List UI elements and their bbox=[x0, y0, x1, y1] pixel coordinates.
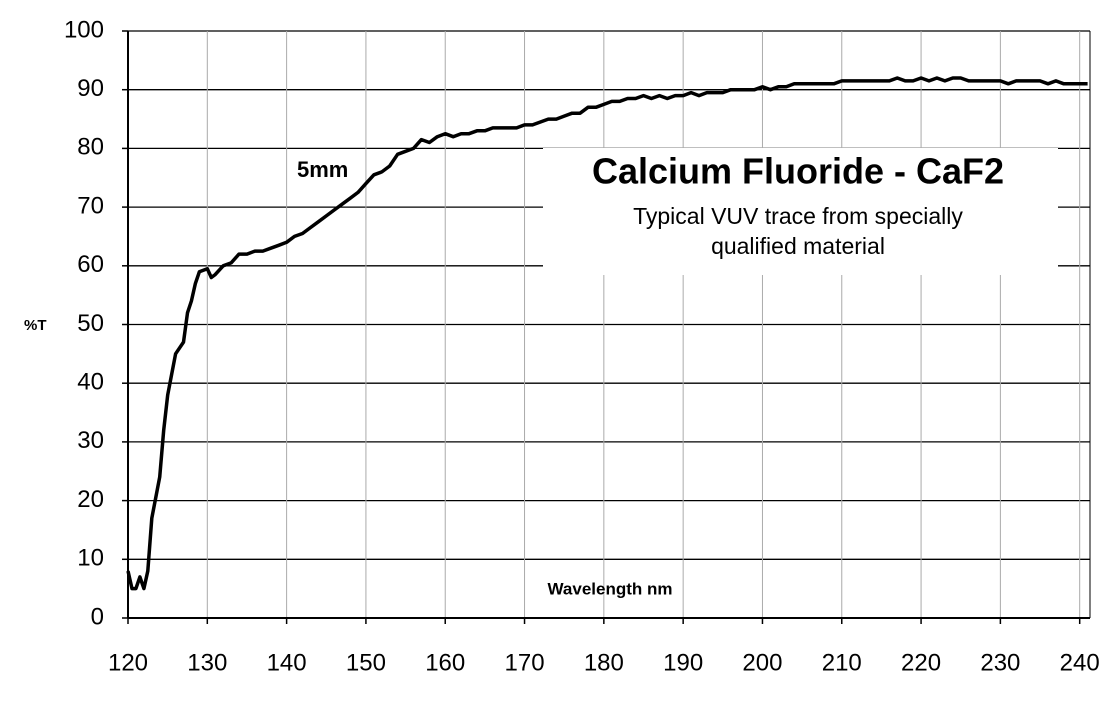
x-tick-label: 220 bbox=[901, 649, 941, 676]
x-tick-label: 230 bbox=[980, 649, 1020, 676]
x-tick-label: 160 bbox=[425, 649, 465, 676]
x-axis-label: Wavelength nm bbox=[548, 579, 673, 598]
y-tick-label: 30 bbox=[77, 427, 104, 454]
y-tick-label: 50 bbox=[77, 310, 104, 337]
data-line bbox=[126, 76, 1088, 591]
subtitle-line: qualified material bbox=[711, 233, 885, 259]
subtitle-line: Typical VUV trace from specially bbox=[633, 203, 963, 229]
x-tick-label: 240 bbox=[1060, 649, 1100, 676]
y-tick-label: 90 bbox=[77, 75, 104, 102]
y-tick-label: 10 bbox=[77, 545, 104, 572]
chart-title: Calcium Fluoride - CaF2 bbox=[592, 151, 1004, 192]
y-tick-label: 60 bbox=[77, 251, 104, 278]
x-tick-label: 120 bbox=[108, 649, 148, 676]
grid bbox=[127, 30, 1090, 619]
title-box bbox=[543, 148, 1058, 275]
y-tick-label: 80 bbox=[77, 134, 104, 161]
y-tick-label: 100 bbox=[64, 16, 104, 43]
x-tick-label: 170 bbox=[505, 649, 545, 676]
x-tick-label: 190 bbox=[663, 649, 703, 676]
y-tick-label: 20 bbox=[77, 486, 104, 513]
x-tick-label: 210 bbox=[822, 649, 862, 676]
x-tick-label: 150 bbox=[346, 649, 386, 676]
y-tick-label: 70 bbox=[77, 192, 104, 219]
x-tick-label: 200 bbox=[742, 649, 782, 676]
annotation: 5mm bbox=[297, 157, 348, 182]
y-axis-label: %T bbox=[24, 317, 47, 334]
chart-subtitle: Typical VUV trace from specially qualifie… bbox=[633, 203, 963, 259]
x-tick-label: 130 bbox=[187, 649, 227, 676]
x-tick-label: 140 bbox=[267, 649, 307, 676]
y-tick-label: 0 bbox=[91, 603, 104, 630]
x-tick-label: 180 bbox=[584, 649, 624, 676]
y-tick-label: 40 bbox=[77, 369, 104, 396]
